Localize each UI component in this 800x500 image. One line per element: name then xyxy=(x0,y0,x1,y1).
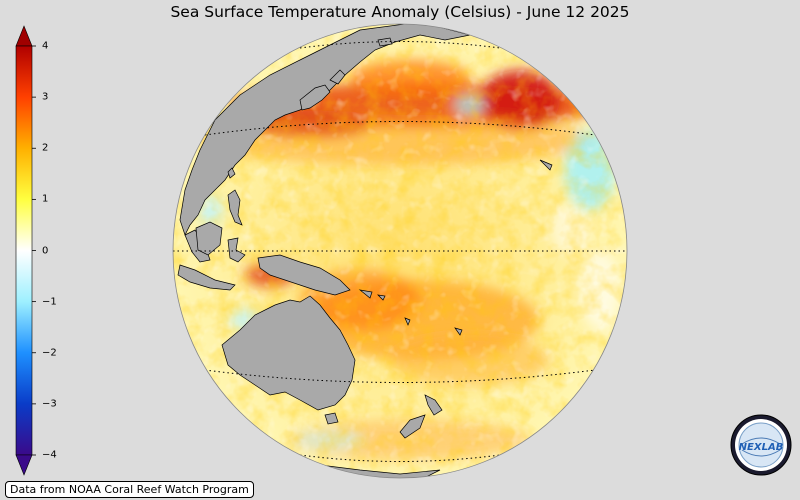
map-title: Sea Surface Temperature Anomaly (Celsius… xyxy=(170,3,630,21)
colorbar-tick-label: −1 xyxy=(42,296,57,308)
colorbar-tick-label: 4 xyxy=(42,40,49,52)
colorbar-tick-label: 0 xyxy=(42,245,49,256)
colorbar-tick-label: −3 xyxy=(42,398,57,410)
colorbar-ticks xyxy=(32,45,36,456)
land-masses xyxy=(177,24,627,478)
graticule-lines xyxy=(173,41,627,462)
colorbar-tick-label: −2 xyxy=(42,347,57,359)
nexlab-logo: NEXLAB xyxy=(730,414,792,476)
colorbar-tick-label: 1 xyxy=(42,193,49,205)
colorbar-bottom-arrow xyxy=(15,454,33,476)
sst-anomaly-field xyxy=(173,24,627,478)
data-credit: Data from NOAA Coral Reef Watch Program xyxy=(5,481,254,498)
globe-outline xyxy=(172,23,628,479)
colorbar-tick-label: −4 xyxy=(42,449,57,461)
colorbar-tick-label: 3 xyxy=(42,91,49,103)
colorbar-tick-label: 2 xyxy=(42,142,49,154)
logo-text: NEXLAB xyxy=(739,442,784,453)
